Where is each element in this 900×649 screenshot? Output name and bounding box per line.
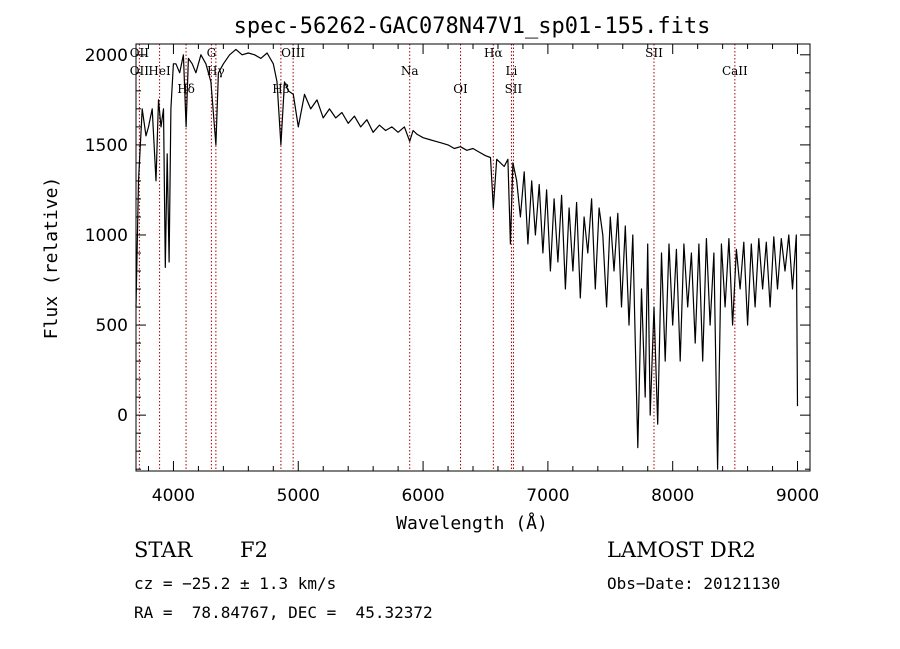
line-label: Na [401,64,419,78]
x-axis-ticks: 4000 5000 6000 7000 8000 9000 [147,44,819,506]
line-label: SII [645,46,663,60]
y-tick-label: 500 [96,316,128,336]
line-label: Li [506,64,518,78]
y-axis-ticks: 0 500 1000 1500 2000 [85,46,810,470]
x-tick-label: 5000 [277,486,320,506]
y-tick-label: 1500 [85,136,128,156]
redshift-velocity: cz = −25.2 ± 1.3 km/s [134,574,337,593]
line-label: Hδ [177,82,195,96]
line-label: OII [130,46,150,60]
x-tick-label: 9000 [776,486,819,506]
chart-title: spec-56262-GAC078N47V1_sp01-155.fits [234,14,711,39]
line-label: SII [505,82,523,96]
object-type: STAR [134,538,193,562]
line-label: G [207,46,217,60]
x-axis-label: Wavelength (Å) [396,512,548,534]
x-tick-label: 6000 [401,486,444,506]
y-axis-label: Flux (relative) [41,177,62,340]
line-label: Hγ [207,64,225,78]
line-label: CaII [722,64,748,78]
observation-date: Obs−Date: 20121130 [607,574,781,593]
x-tick-label: 4000 [152,486,195,506]
line-label: OIII [281,46,305,60]
spectral-line-markers [138,44,736,471]
line-label: OI [453,82,468,96]
x-tick-label: 8000 [651,486,694,506]
spectrum-line [135,48,799,470]
spectral-subclass: F2 [240,538,268,562]
x-tick-label: 7000 [526,486,569,506]
line-label: HeI [148,64,171,78]
plot-frame [135,43,811,472]
y-tick-label: 0 [117,406,128,426]
line-label: Hα [484,46,503,60]
sky-coordinates: RA = 78.84767, DEC = 45.32372 [134,603,433,622]
y-tick-label: 2000 [85,46,128,66]
line-label: OII [130,64,150,78]
y-tick-label: 1000 [85,226,128,246]
survey-name: LAMOST DR2 [607,538,756,562]
line-label: Hβ [272,82,289,96]
